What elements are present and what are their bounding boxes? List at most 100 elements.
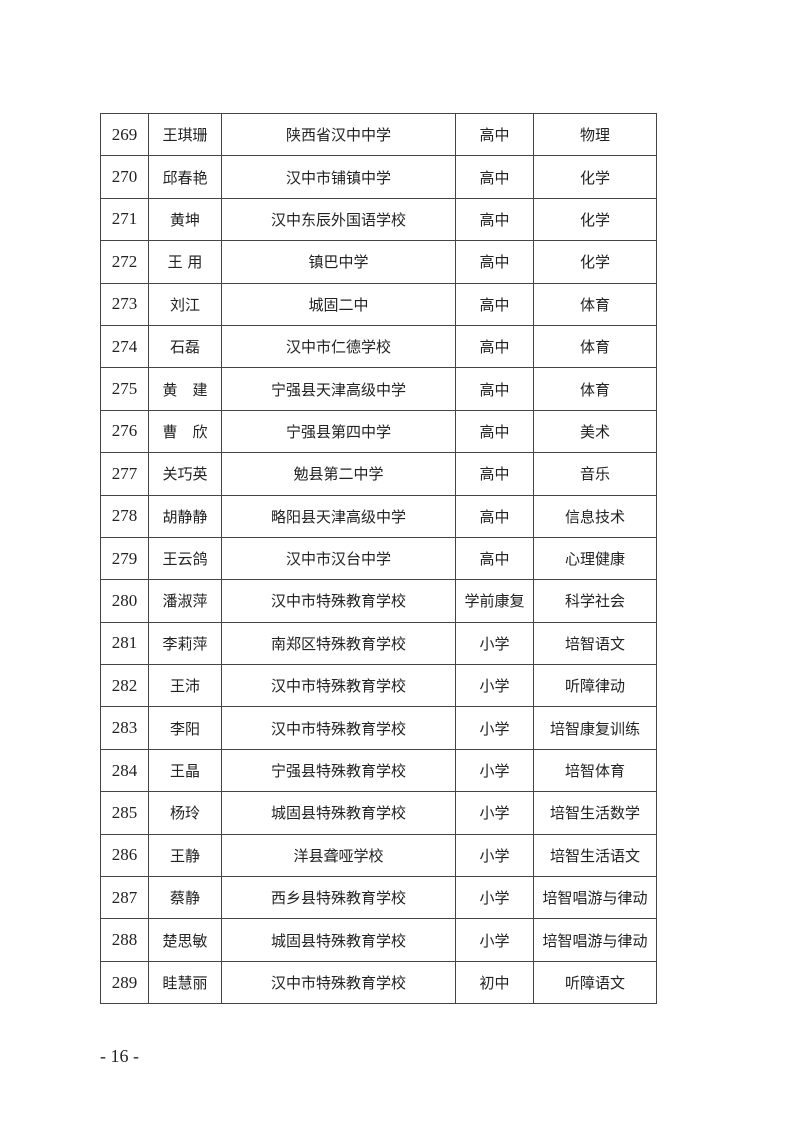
school-name: 宁强县天津高级中学 xyxy=(221,367,456,411)
table-row: 286 王静 洋县聋哑学校 小学 培智生活语文 xyxy=(100,833,657,878)
school-name: 宁强县特殊教育学校 xyxy=(221,748,456,793)
row-number: 278 xyxy=(100,494,149,538)
school-name: 城固县特殊教育学校 xyxy=(221,791,456,835)
teacher-name: 李莉萍 xyxy=(148,621,222,666)
subject: 听障律动 xyxy=(533,664,657,708)
teacher-name: 楚思敏 xyxy=(148,918,222,962)
school-level: 高中 xyxy=(455,240,534,284)
table-row: 269 王琪珊 陕西省汉中中学 高中 物理 xyxy=(100,112,657,157)
row-number: 269 xyxy=(100,112,149,157)
teacher-name: 邱春艳 xyxy=(148,155,222,199)
school-name: 宁强县第四中学 xyxy=(221,409,456,454)
school-level: 高中 xyxy=(455,112,534,157)
subject: 体育 xyxy=(533,367,657,411)
school-level: 高中 xyxy=(455,409,534,454)
teacher-name: 杨玲 xyxy=(148,791,222,835)
school-name: 洋县聋哑学校 xyxy=(221,833,456,878)
row-number: 284 xyxy=(100,748,149,793)
subject: 心理健康 xyxy=(533,536,657,581)
row-number: 276 xyxy=(100,409,149,454)
school-level: 小学 xyxy=(455,918,534,962)
table-row: 289 眭慧丽 汉中市特殊教育学校 初中 听障语文 xyxy=(100,960,657,1005)
school-name: 城固二中 xyxy=(221,282,456,326)
row-number: 288 xyxy=(100,918,149,962)
school-name: 南郑区特殊教育学校 xyxy=(221,621,456,666)
school-name: 城固县特殊教育学校 xyxy=(221,918,456,962)
subject: 信息技术 xyxy=(533,494,657,538)
subject: 音乐 xyxy=(533,452,657,496)
subject: 化学 xyxy=(533,240,657,284)
subject: 培智生活数学 xyxy=(533,791,657,835)
row-number: 273 xyxy=(100,282,149,326)
table-row: 282 王沛 汉中市特殊教育学校 小学 听障律动 xyxy=(100,664,657,708)
subject: 体育 xyxy=(533,282,657,326)
school-name: 汉中市铺镇中学 xyxy=(221,155,456,199)
table-row: 275 黄 建宁强县天津高级中学 高中 体育 xyxy=(100,367,657,411)
row-number: 272 xyxy=(100,240,149,284)
row-number: 287 xyxy=(100,876,149,920)
row-number: 285 xyxy=(100,791,149,835)
school-name: 汉中市特殊教育学校 xyxy=(221,579,456,623)
table-row: 288 楚思敏 城固县特殊教育学校 小学 培智唱游与律动 xyxy=(100,918,657,962)
table-row: 280 潘淑萍 汉中市特殊教育学校 学前康复 科学社会 xyxy=(100,579,657,623)
school-level: 学前康复 xyxy=(455,579,534,623)
subject: 培智生活语文 xyxy=(533,833,657,878)
row-number: 271 xyxy=(100,197,149,242)
table-row: 283 李阳 汉中市特殊教育学校 小学 培智康复训练 xyxy=(100,706,657,750)
teacher-name: 王静 xyxy=(148,833,222,878)
subject: 美术 xyxy=(533,409,657,454)
school-level: 高中 xyxy=(455,536,534,581)
school-level: 高中 xyxy=(455,494,534,538)
school-level: 小学 xyxy=(455,621,534,666)
school-level: 小学 xyxy=(455,833,534,878)
subject: 科学社会 xyxy=(533,579,657,623)
subject: 化学 xyxy=(533,197,657,242)
school-level: 高中 xyxy=(455,367,534,411)
table-row: 272 王 用镇巴中学 高中 化学 xyxy=(100,240,657,284)
school-name: 汉中市特殊教育学校 xyxy=(221,960,456,1005)
row-number: 279 xyxy=(100,536,149,581)
teacher-name: 李阳 xyxy=(148,706,222,750)
school-level: 小学 xyxy=(455,876,534,920)
school-name: 汉中市特殊教育学校 xyxy=(221,664,456,708)
teacher-name: 胡静静 xyxy=(148,494,222,538)
school-name: 镇巴中学 xyxy=(221,240,456,284)
subject: 培智唱游与律动 xyxy=(533,876,657,920)
subject: 化学 xyxy=(533,155,657,199)
subject: 物理 xyxy=(533,112,657,157)
subject: 培智康复训练 xyxy=(533,706,657,750)
subject: 体育 xyxy=(533,324,657,369)
school-level: 初中 xyxy=(455,960,534,1005)
school-level: 高中 xyxy=(455,452,534,496)
teacher-name: 黄坤 xyxy=(148,197,222,242)
subject: 培智语文 xyxy=(533,621,657,666)
school-name: 汉中市仁德学校 xyxy=(221,324,456,369)
row-number: 274 xyxy=(100,324,149,369)
school-level: 高中 xyxy=(455,282,534,326)
subject: 培智体育 xyxy=(533,748,657,793)
school-level: 高中 xyxy=(455,197,534,242)
table-row: 285 杨玲 城固县特殊教育学校 小学 培智生活数学 xyxy=(100,791,657,835)
table-row: 273 刘江 城固二中 高中 体育 xyxy=(100,282,657,326)
table-row: 284 王晶 宁强县特殊教育学校 小学 培智体育 xyxy=(100,748,657,793)
school-level: 小学 xyxy=(455,706,534,750)
subject: 培智唱游与律动 xyxy=(533,918,657,962)
subject: 听障语文 xyxy=(533,960,657,1005)
row-number: 280 xyxy=(100,579,149,623)
row-number: 270 xyxy=(100,155,149,199)
teacher-name: 蔡静 xyxy=(148,876,222,920)
teacher-name: 关巧英 xyxy=(148,452,222,496)
table-row: 278 胡静静 略阳县天津高级中学 高中 信息技术 xyxy=(100,494,657,538)
school-name: 汉中市汉台中学 xyxy=(221,536,456,581)
teacher-name: 曹 欣 xyxy=(148,409,222,454)
teacher-name: 王沛 xyxy=(148,664,222,708)
roster-table: 269 王琪珊 陕西省汉中中学 高中 物理 270 邱春艳 汉中市铺镇中学 高中 化学 271 黄坤汉… xyxy=(100,112,657,1005)
table-row: 277 关巧英 勉县第二中学 高中 音乐 xyxy=(100,452,657,496)
row-number: 286 xyxy=(100,833,149,878)
table-row: 279 王云鸽 汉中市汉台中学 高中 心理健康 xyxy=(100,536,657,581)
row-number: 283 xyxy=(100,706,149,750)
row-number: 289 xyxy=(100,960,149,1005)
teacher-name: 石磊 xyxy=(148,324,222,369)
teacher-name: 王 用 xyxy=(148,240,222,284)
school-level: 小学 xyxy=(455,664,534,708)
